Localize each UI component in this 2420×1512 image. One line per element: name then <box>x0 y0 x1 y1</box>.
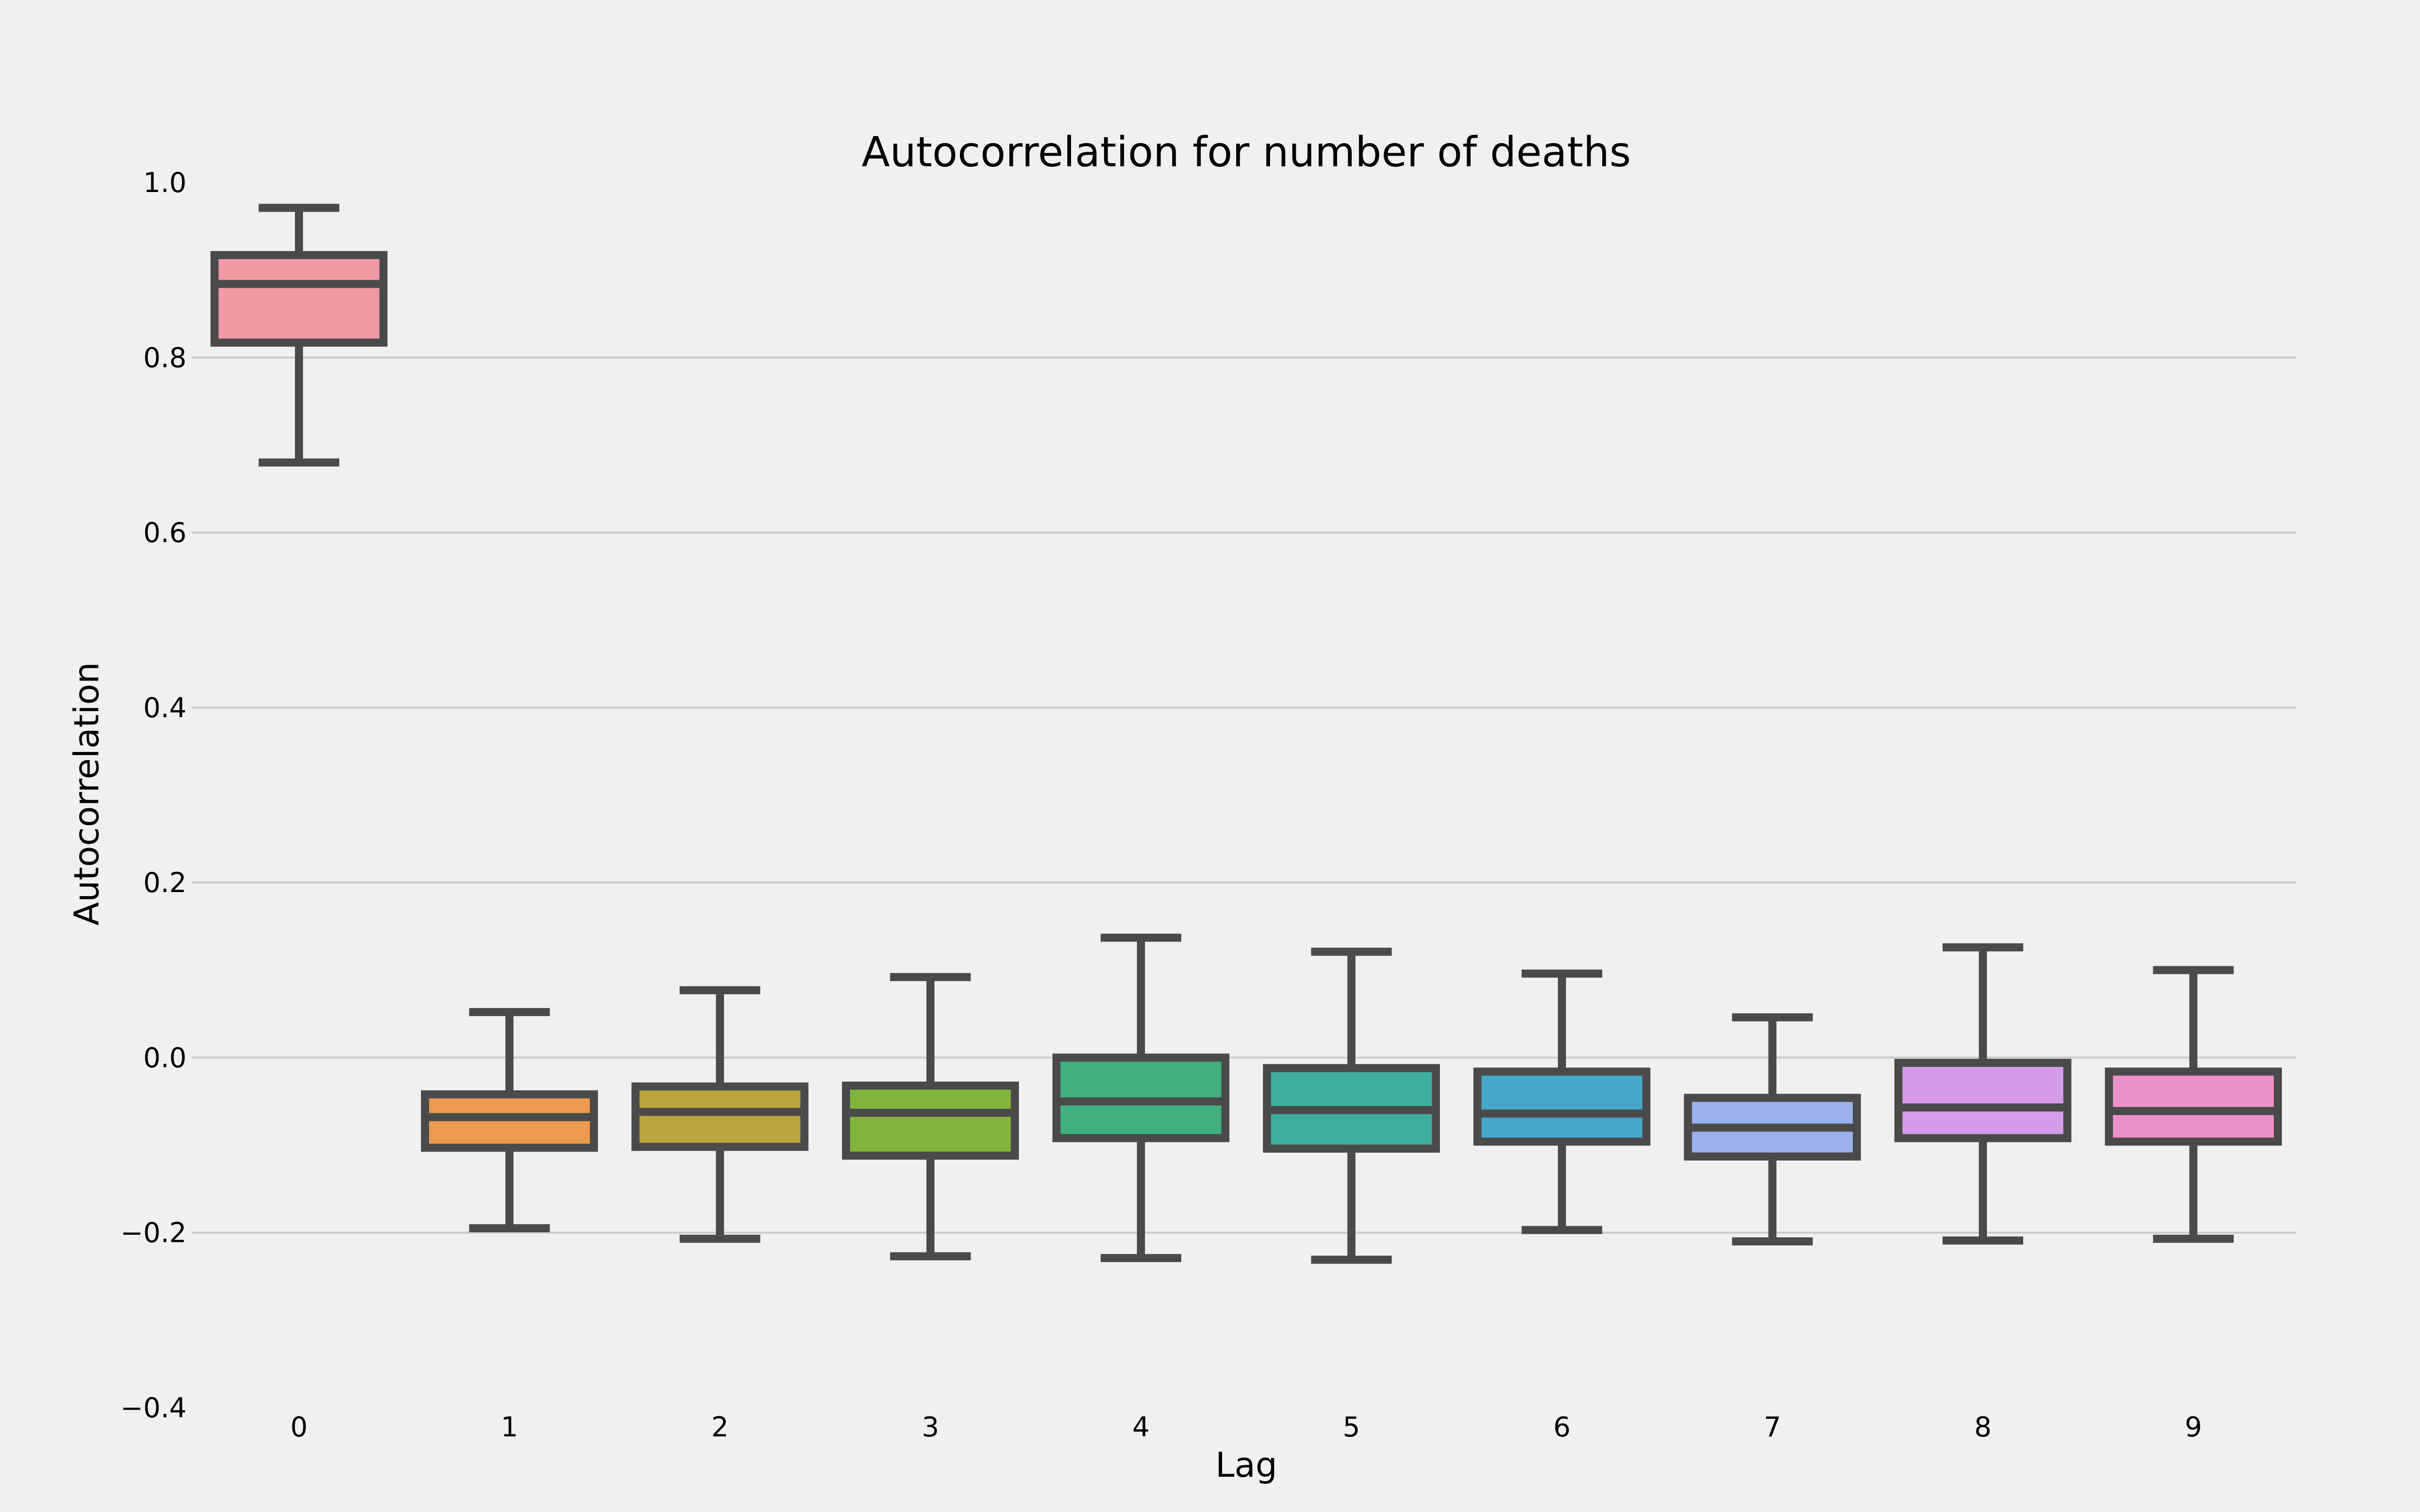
box-lag-8 <box>1894 943 2072 1245</box>
iqr-box <box>1473 1067 1651 1146</box>
gridlines <box>192 356 2296 1234</box>
boxes <box>210 204 2282 1264</box>
x-tick-labels: 0 1 2 3 4 5 6 7 8 9 <box>290 1411 2202 1443</box>
y-tick-label: 0.2 <box>143 867 187 899</box>
iqr-box <box>1894 1058 2072 1143</box>
x-tick-label: 6 <box>1553 1411 1570 1443</box>
x-tick-label: 5 <box>1343 1411 1360 1443</box>
y-tick-label: 0.6 <box>143 517 187 549</box>
box-lag-4 <box>1052 933 1230 1263</box>
x-tick-label: 7 <box>1764 1411 1781 1443</box>
y-tick-label: 0.0 <box>143 1042 187 1074</box>
y-tick-label: 0.8 <box>143 342 187 373</box>
box-lag-2 <box>631 986 809 1243</box>
box-lag-5 <box>1263 948 1440 1264</box>
iqr-box <box>842 1081 1019 1160</box>
iqr-box <box>210 251 388 347</box>
x-tick-label: 4 <box>1132 1411 1150 1443</box>
chart-title: Autocorrelation for number of deaths <box>862 129 1631 176</box>
x-tick-label: 2 <box>711 1411 729 1443</box>
box-lag-9 <box>2105 966 2282 1243</box>
x-tick-label: 9 <box>2185 1411 2202 1443</box>
y-tick-label: −0.4 <box>120 1392 187 1424</box>
x-tick-label: 8 <box>1974 1411 1991 1443</box>
iqr-box <box>631 1082 809 1151</box>
box-lag-7 <box>1684 1013 1861 1246</box>
iqr-box <box>2105 1067 2282 1146</box>
x-axis-label: Lag <box>1216 1445 1278 1485</box>
box-lag-3 <box>842 973 1019 1261</box>
y-tick-label: −0.2 <box>120 1217 187 1249</box>
box-lag-6 <box>1473 969 1651 1234</box>
y-tick-label: 1.0 <box>143 167 187 199</box>
x-tick-label: 0 <box>290 1411 308 1443</box>
box-lag-1 <box>421 1008 598 1233</box>
y-axis-label: Autocorrelation <box>67 662 107 926</box>
y-tick-label: 0.4 <box>143 692 187 724</box>
box-lag-0 <box>210 204 388 467</box>
y-tick-labels: −0.4 −0.2 0.0 0.2 0.4 0.6 0.8 1.0 <box>120 167 187 1424</box>
x-tick-label: 1 <box>501 1411 518 1443</box>
x-tick-label: 3 <box>922 1411 939 1443</box>
